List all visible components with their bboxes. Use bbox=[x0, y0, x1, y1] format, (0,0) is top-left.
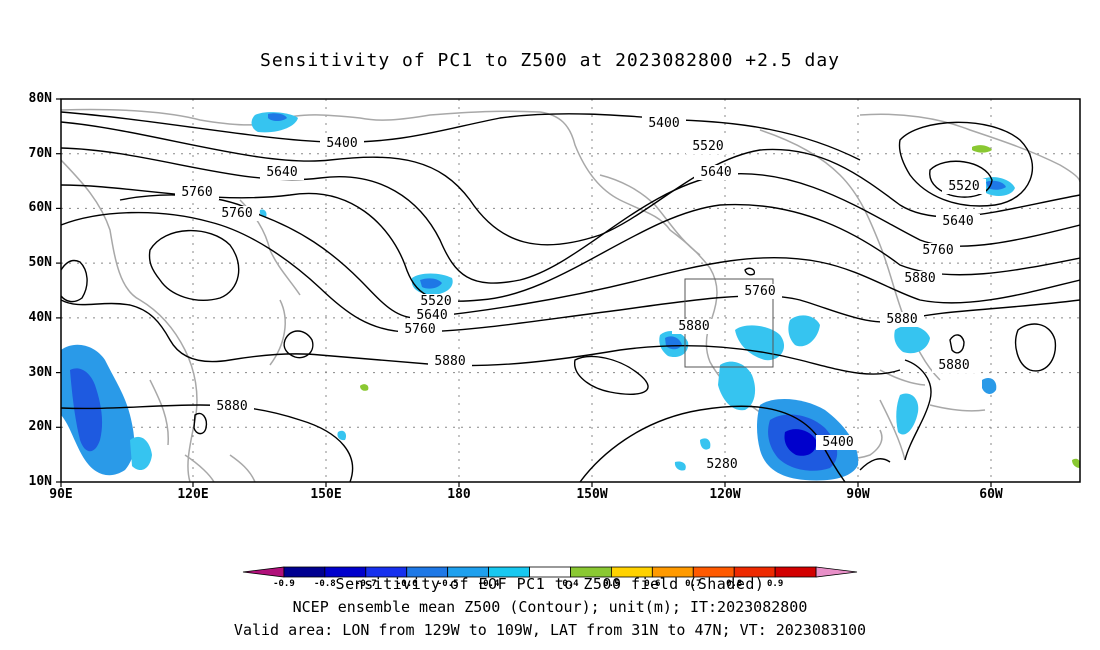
colorbar-tick-label: 0.5 bbox=[603, 579, 619, 589]
contour-label: 5640 bbox=[260, 165, 304, 180]
contour-label: 5760 bbox=[175, 185, 219, 200]
contour-label: 5400 bbox=[642, 116, 686, 131]
contour-label: 5520 bbox=[686, 139, 730, 154]
colorbar-tick-label: 0.6 bbox=[644, 579, 660, 589]
colorbar-tick-label: -0.5 bbox=[437, 579, 459, 589]
sensitivity-shading bbox=[61, 112, 1080, 481]
contour-label: 5760 bbox=[215, 206, 259, 221]
lat-label: 30N bbox=[28, 365, 52, 380]
lon-label: 180 bbox=[447, 487, 471, 502]
colorbar-tick-label: -0.4 bbox=[478, 579, 500, 589]
contour-label: 5760 bbox=[738, 284, 782, 299]
colorbar-tick-label: -0.9 bbox=[273, 579, 295, 589]
colorbar-tick-label: 0.9 bbox=[767, 579, 783, 589]
map-title: Sensitivity of PC1 to Z500 at 2023082800… bbox=[259, 50, 840, 71]
colorbar-tick-label: -0.6 bbox=[396, 579, 418, 589]
contour-label: 5880 bbox=[880, 312, 924, 327]
lat-label: 40N bbox=[28, 310, 52, 325]
contour-label: 5880 bbox=[210, 399, 254, 414]
footer-line-1: Sensitivity of EOF PC1 to Z500 field (Sh… bbox=[335, 575, 765, 593]
contour-label: 5520 bbox=[942, 179, 986, 194]
lat-label: 60N bbox=[28, 200, 52, 215]
colorbar-tick-label: -0.7 bbox=[355, 579, 377, 589]
lat-label: 50N bbox=[28, 255, 52, 270]
lon-label: 60W bbox=[979, 487, 1003, 502]
contour-label: 5280 bbox=[700, 457, 744, 472]
contour-label: 5520 bbox=[414, 294, 458, 309]
lon-label: 150E bbox=[310, 487, 342, 502]
contour-label: 5760 bbox=[916, 243, 960, 258]
lon-label: 120E bbox=[177, 487, 209, 502]
colorbar-tick-label: 0.8 bbox=[726, 579, 742, 589]
contour-label: 5400 bbox=[816, 435, 860, 450]
colorbar-tick-label: 0.7 bbox=[685, 579, 701, 589]
footer-line-3: Valid area: LON from 129W to 109W, LAT f… bbox=[233, 621, 867, 639]
contour-label: 5640 bbox=[694, 165, 738, 180]
lat-label: 10N bbox=[28, 474, 52, 489]
colorbar: -0.9 -0.8 -0.7 -0.6 -0.5 -0.4 0.4 0.5 0.6 0.7 0.8 0… bbox=[242, 566, 858, 589]
contour-label: 5400 bbox=[320, 136, 364, 151]
contour-label: 5880 bbox=[898, 271, 942, 286]
contour-label: 5880 bbox=[932, 358, 976, 373]
footer-line-2: NCEP ensemble mean Z500 (Contour); unit(… bbox=[292, 598, 808, 616]
contour-label: 5880 bbox=[672, 319, 716, 334]
lat-label: 70N bbox=[28, 146, 52, 161]
colorbar-swatch bbox=[815, 566, 858, 578]
lon-label: 90E bbox=[49, 487, 73, 502]
contour-label: 5760 bbox=[398, 322, 442, 337]
colorbar-tick-label: -0.8 bbox=[314, 579, 336, 589]
lat-label: 20N bbox=[28, 419, 52, 434]
contour-label: 5640 bbox=[410, 308, 454, 323]
lon-label: 90W bbox=[846, 487, 870, 502]
gridlines bbox=[61, 99, 1080, 482]
contour-label: 5880 bbox=[428, 354, 472, 369]
colorbar-tick-label: 0.4 bbox=[562, 579, 579, 589]
contour-label: 5640 bbox=[936, 214, 980, 229]
lon-label: 120W bbox=[709, 487, 741, 502]
z500-contours bbox=[61, 111, 1080, 482]
lat-label: 80N bbox=[28, 91, 52, 106]
lon-label: 150W bbox=[576, 487, 608, 502]
map-frame bbox=[60, 98, 1081, 483]
